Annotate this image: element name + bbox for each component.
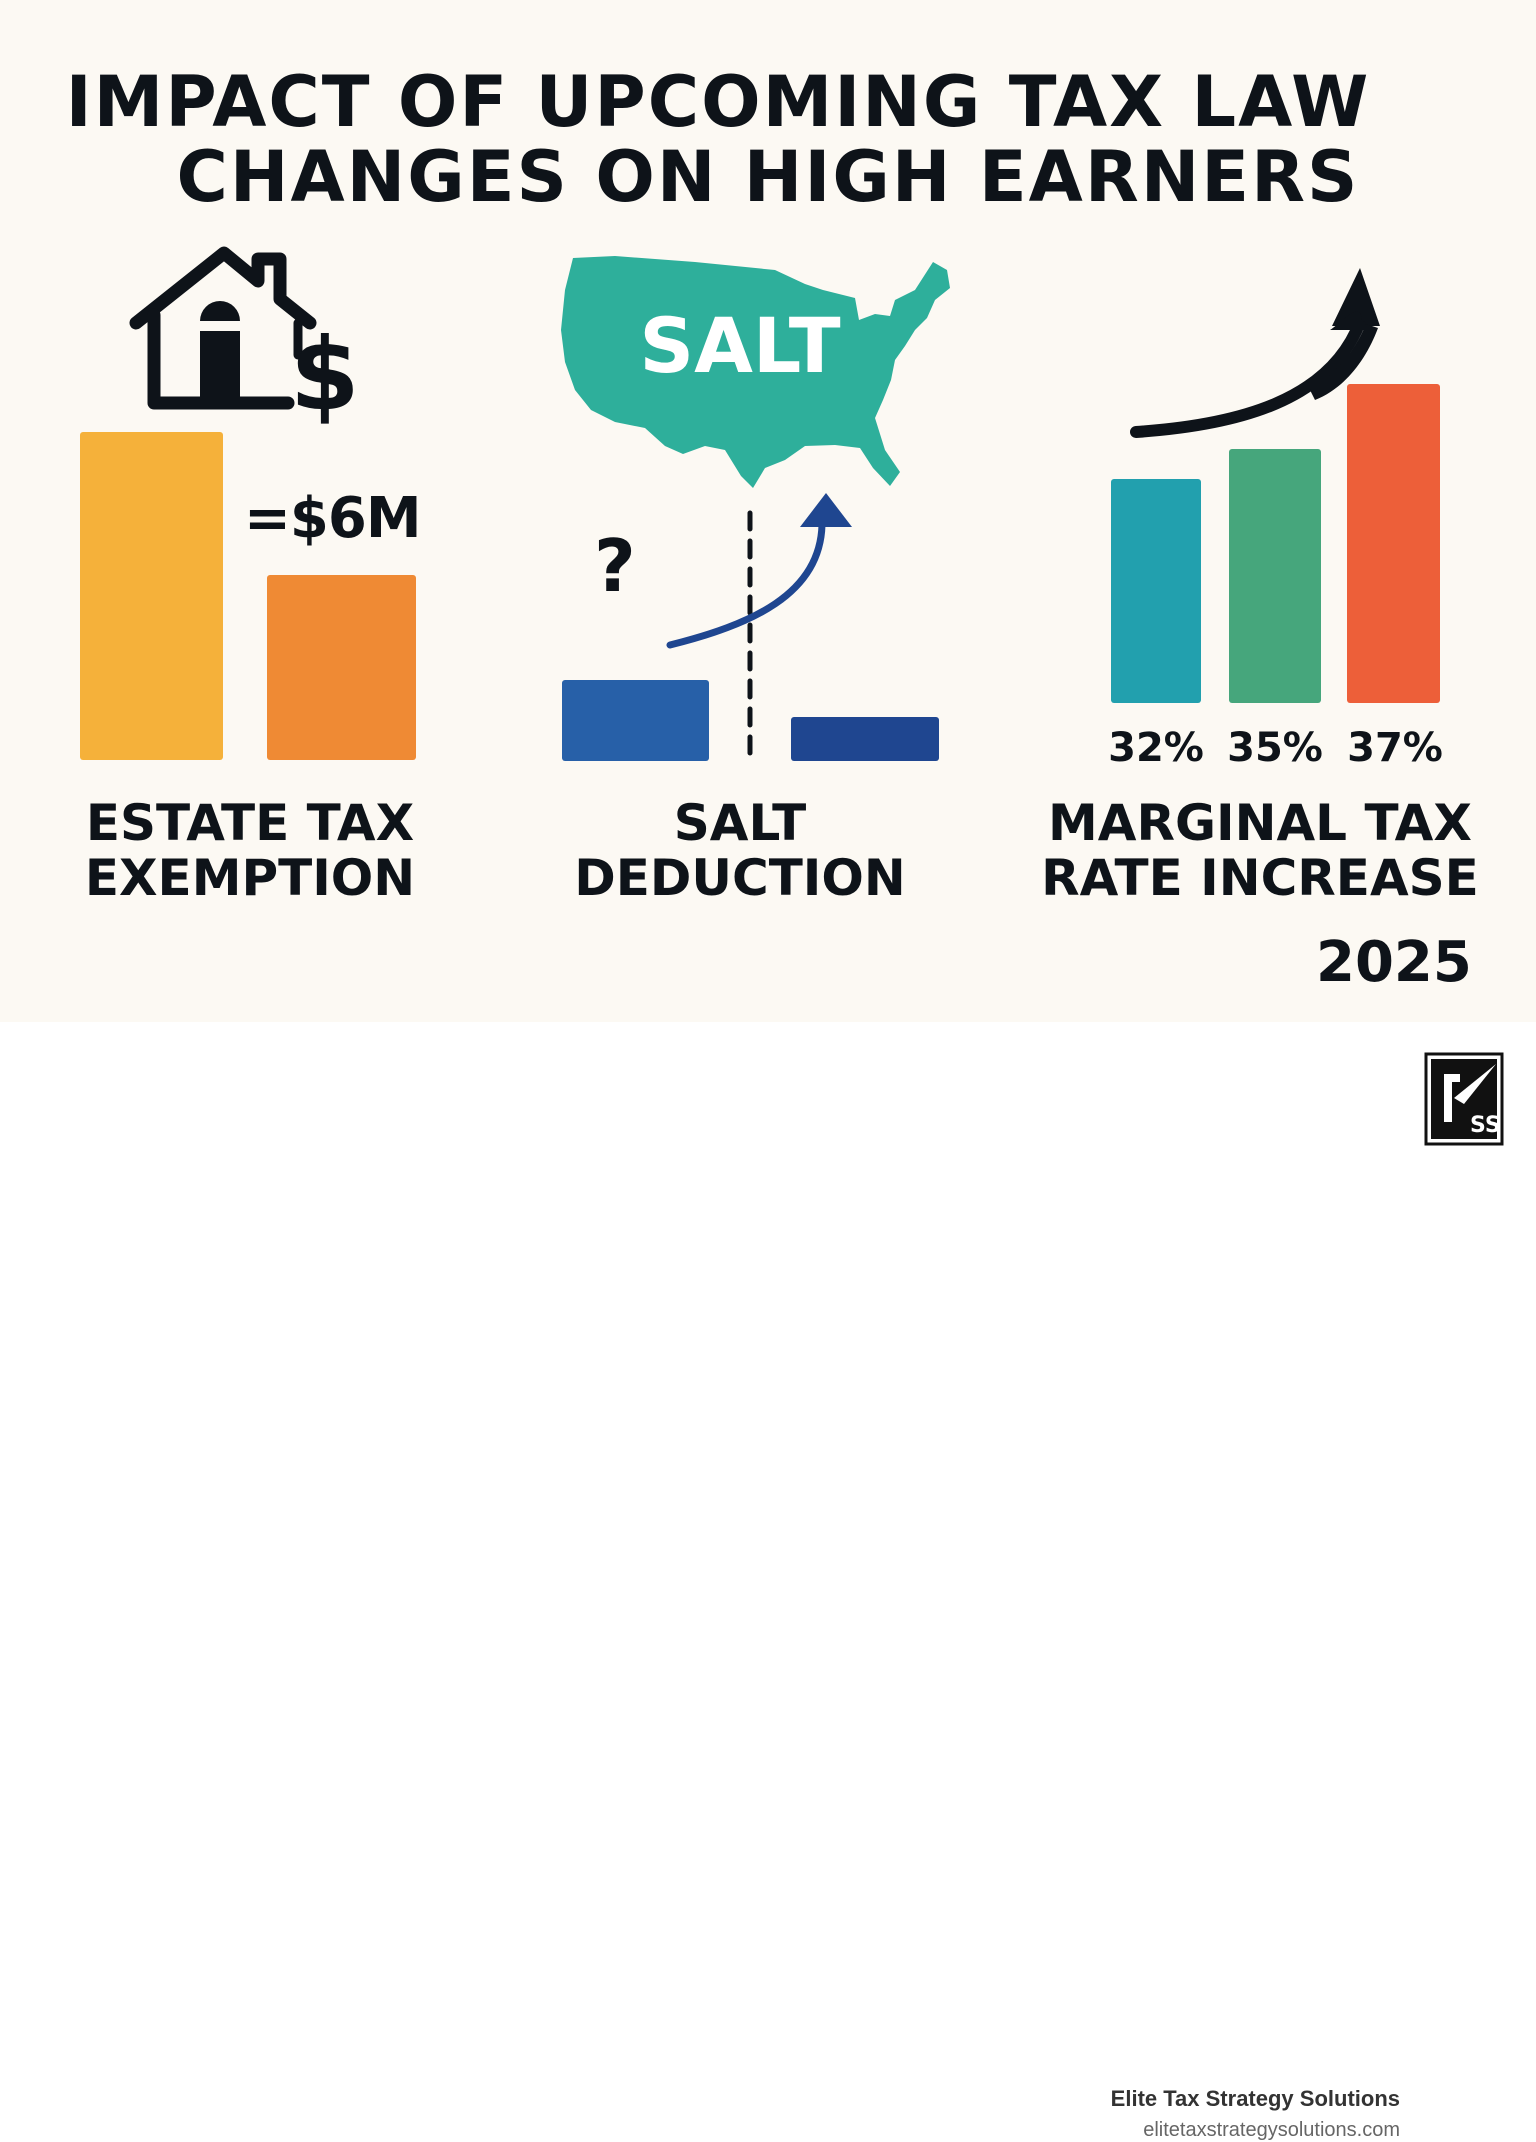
estate-label-line-2: EXEMPTION — [84, 849, 416, 907]
rate-bar-35 — [1229, 449, 1321, 703]
salt-map-text: SALT — [639, 301, 841, 390]
salt-bar-before — [562, 680, 709, 761]
etss-logo-icon: SS — [1424, 1052, 1504, 1146]
salt-label-line-2: DEDUCTION — [574, 849, 906, 907]
marginal-label-line-2: RATE INCREASE — [1041, 849, 1479, 907]
rate-label-37: 37% — [1347, 725, 1443, 771]
title-line-2: CHANGES ON HIGH EARNERS — [176, 136, 1360, 218]
trend-arrow-icon — [1130, 268, 1380, 438]
company-url[interactable]: elitetaxstrategysolutions.com — [1143, 2119, 1400, 2141]
rate-bar-32 — [1111, 479, 1201, 703]
year-label: 2025 — [1316, 930, 1472, 995]
title-line-1: IMPACT OF UPCOMING TAX LAW — [65, 61, 1371, 143]
us-map-icon — [561, 256, 950, 488]
salt-bar-after — [791, 717, 939, 761]
estate-bar-current — [80, 432, 223, 760]
rate-label-35: 35% — [1227, 725, 1323, 771]
estate-label-line-1: ESTATE TAX — [85, 794, 415, 852]
question-icon: ? — [594, 524, 636, 608]
estate-bar-after — [267, 575, 416, 760]
house-icon — [129, 246, 317, 410]
infographic-canvas: IMPACT OF UPCOMING TAX LAW CHANGES ON HI… — [0, 0, 1536, 1022]
dollar-icon: $ — [290, 316, 360, 433]
salt-divider-and-arrow — [666, 493, 852, 766]
estate-value-label: =$6M — [244, 486, 422, 551]
footer: Elite Tax Strategy Solutions elitetaxstr… — [0, 1022, 1536, 2141]
company-name: Elite Tax Strategy Solutions — [1110, 2086, 1400, 2111]
arrow-up-icon — [666, 521, 826, 649]
rate-label-32: 32% — [1108, 725, 1204, 771]
rate-bar-37 — [1347, 384, 1440, 703]
salt-label-line-1: SALT — [673, 794, 807, 852]
svg-text:SS: SS — [1470, 1113, 1501, 1138]
marginal-label-line-1: MARGINAL TAX — [1048, 794, 1472, 852]
